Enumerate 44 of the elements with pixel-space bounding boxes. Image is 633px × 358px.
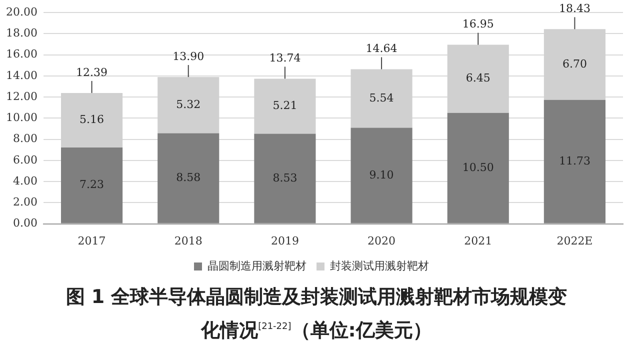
y-tick-label: 14.00 [6, 68, 38, 82]
bar [350, 128, 412, 224]
y-tick-label: 20.00 [6, 5, 38, 18]
total-label: 16.95 [462, 18, 494, 31]
x-tick-label: 2019 [270, 234, 299, 248]
bar [544, 100, 606, 224]
legend-label: 晶圆制造用溅射靶材 [208, 259, 306, 272]
data-label: 6.70 [562, 57, 587, 70]
y-tick-label: 12.00 [6, 90, 38, 103]
data-label: 11.73 [558, 154, 590, 168]
total-label: 18.43 [558, 2, 590, 16]
bar [254, 134, 316, 224]
y-tick-label: 10.00 [6, 111, 38, 124]
y-tick-label: 4.00 [12, 174, 38, 188]
x-tick-label: 2018 [174, 234, 202, 248]
data-label: 7.23 [80, 178, 104, 192]
text: 图 1 全球半导体晶圆制造及封装测试用溅射靶材市场规模变化情况$^{[21-22]}$（单位:亿美元） [64, 285, 568, 344]
total-label: 13.74 [269, 52, 301, 65]
total-label: 12.39 [76, 66, 108, 79]
x-tick-label: 2017 [78, 234, 106, 248]
bar [60, 147, 123, 224]
x-tick-label: 2020 [368, 234, 396, 248]
data-label: 6.45 [466, 72, 490, 85]
data-label: 9.10 [369, 168, 394, 182]
y-tick-label: 18.00 [6, 26, 38, 40]
y-tick-label: 2.00 [12, 196, 38, 209]
data-label: 10.50 [462, 160, 494, 174]
data-label: 5.54 [369, 91, 394, 104]
data-label: 8.58 [176, 171, 201, 184]
y-tick-label: 16.00 [6, 48, 38, 61]
data-label: 8.53 [272, 171, 298, 184]
x-tick-label: 2022E [556, 234, 593, 248]
bar [158, 133, 220, 224]
bar [447, 112, 509, 224]
legend-label: 封装测试用溅射靶材 [330, 259, 429, 272]
data-label: 5.21 [272, 99, 298, 112]
x-tick-label: 2021 [464, 234, 492, 248]
data-label: 5.16 [80, 113, 104, 126]
total-label: 14.64 [366, 42, 398, 56]
y-tick-label: 0.00 [12, 216, 38, 230]
total-label: 13.90 [172, 50, 204, 63]
y-tick-label: 8.00 [12, 132, 38, 146]
y-tick-label: 6.00 [12, 153, 38, 166]
data-label: 5.32 [176, 98, 201, 111]
